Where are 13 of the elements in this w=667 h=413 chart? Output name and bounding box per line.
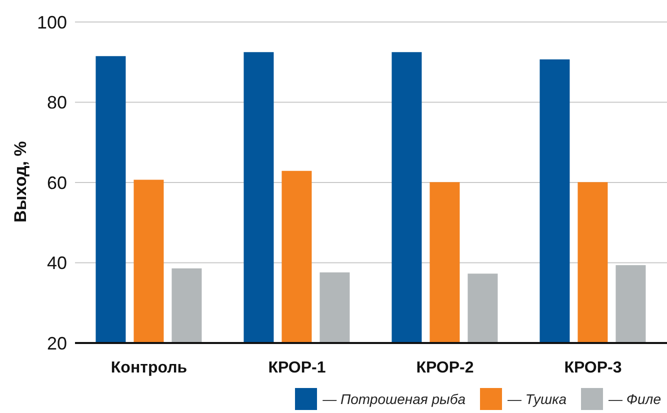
y-tick-label: 80 [46,92,67,113]
y-tick-label: 40 [46,253,67,274]
legend-label: — Тушка [508,391,566,407]
x-tick-label: КРОР-3 [564,359,622,376]
legend-label: — Филе [608,391,661,407]
x-tick-label: Контроль [110,359,188,376]
y-tick-label: 100 [36,12,67,32]
x-tick-label: КРОР-2 [416,359,474,376]
x-tick-label: КРОР-1 [268,359,326,376]
y-tick-label: 60 [46,172,67,193]
y-axis-title: Выход, % [11,141,30,222]
legend-label: — Потрошеная рыба [322,391,466,407]
y-tick-label: 20 [46,333,67,354]
